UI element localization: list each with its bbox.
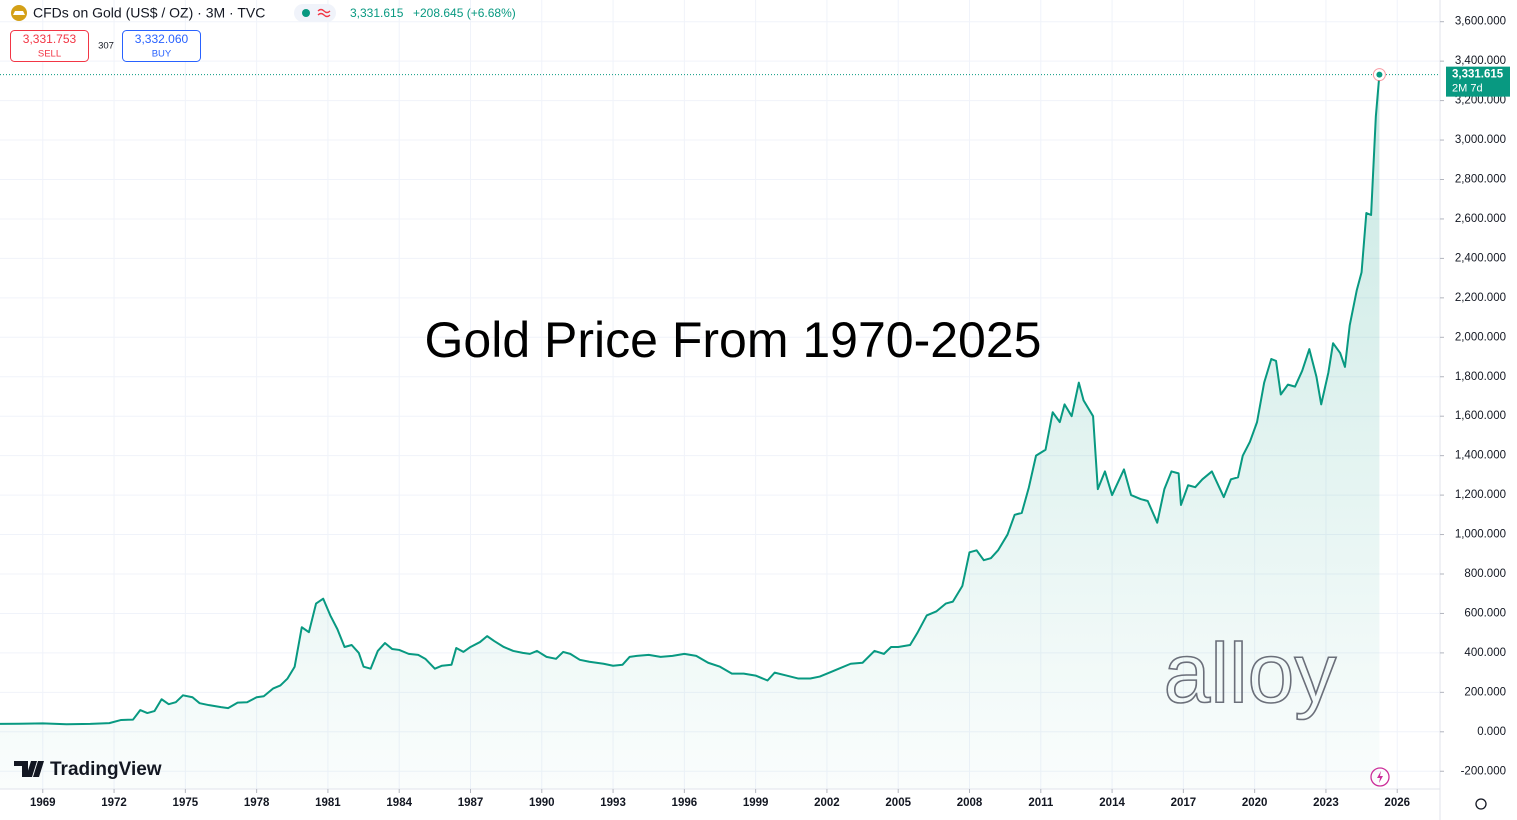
x-tick-label: 1969 [30,797,56,809]
status-icon [317,8,331,18]
x-tick-label: 2011 [1028,797,1054,809]
y-tick-label: 2,400.000 [1455,252,1506,264]
y-tick-label: 3,200.000 [1455,95,1506,107]
y-tick-label: 3,400.000 [1455,55,1506,67]
tradingview-icon [14,761,44,777]
plot [0,68,1440,789]
x-tick-label: 1999 [743,797,769,809]
y-tick-label: 600.000 [1464,607,1506,619]
x-tick-label: 1990 [529,797,555,809]
price-tag-countdown: 2M 7d [1452,83,1483,95]
x-tick-label: 1996 [672,797,698,809]
x-tick-label: 1972 [101,797,127,809]
price-tag [1446,66,1510,97]
y-tick-label: 3,600.000 [1455,16,1506,28]
x-tick-label: 1993 [600,797,626,809]
buy-price: 3,332.060 [135,32,189,46]
price-line [0,74,1381,726]
x-tick-label: 2023 [1313,797,1339,809]
x-tick-label: 1981 [315,797,341,809]
y-tick-label: 2,000.000 [1455,331,1506,343]
x-tick-label: 2020 [1242,797,1268,809]
x-tick-label: 1987 [458,797,484,809]
sell-price: 3,331.753 [23,32,77,46]
area [0,74,1380,789]
symbol-icon-bar [13,11,25,15]
last-point [1376,71,1383,78]
chart-title: Gold Price From 1970-2025 [425,312,1042,368]
buy-button[interactable] [122,30,201,62]
buy-label: BUY [152,49,172,60]
y-tick-label: 800.000 [1464,568,1506,580]
y-tick-label: 2,200.000 [1455,292,1506,304]
event-icon[interactable] [1370,767,1390,787]
watermark: alloy [1164,626,1337,720]
y-tick-label: 2,600.000 [1455,213,1506,225]
x-tick-label: 1978 [244,797,270,809]
y-tick-label: 400.000 [1464,647,1506,659]
axes: -200.000 0.000 200.000 400.000 600.000 800.00… [30,16,1510,809]
y-tick-label: -200.000 [1461,765,1506,777]
x-tick-label: 2008 [957,797,983,809]
event-icon-bolt [1377,771,1383,783]
y-tick-label: 2,800.000 [1455,174,1506,186]
y-tick-label: 1,000.000 [1455,529,1506,541]
y-tick-label: 200.000 [1464,686,1506,698]
y-tick-label: 1,800.000 [1455,371,1506,383]
y-tick-label: 0.000 [1477,726,1506,738]
last-price: 3,331.615 [350,6,404,20]
x-tick-label: 2014 [1099,797,1125,809]
settings-icon[interactable] [1475,798,1487,810]
x-tick-label: 1975 [173,797,199,809]
spread: 307 [98,41,114,52]
y-tick-label: 1,400.000 [1455,450,1506,462]
sell-label: SELL [38,49,61,60]
x-tick-label: 2026 [1384,797,1410,809]
status-pill[interactable] [294,4,336,22]
sell-button[interactable] [10,30,89,62]
x-tick-label: 2005 [885,797,911,809]
price-tag-value: 3,331.615 [1452,69,1504,81]
y-tick-label: 1,600.000 [1455,410,1506,422]
tradingview-logo: TradingView [50,759,162,780]
status-dot [302,9,310,17]
x-tick-label: 2002 [814,797,840,809]
y-tick-label: 3,000.000 [1455,134,1506,146]
x-tick-label: 2017 [1171,797,1197,809]
y-tick-label: 1,200.000 [1455,489,1506,501]
x-tick-label: 1984 [386,797,412,809]
symbol-title: CFDs on Gold (US$ / OZ) · 3M · TVC [33,5,265,21]
price-change: +208.645 (+6.68%) [413,6,516,20]
